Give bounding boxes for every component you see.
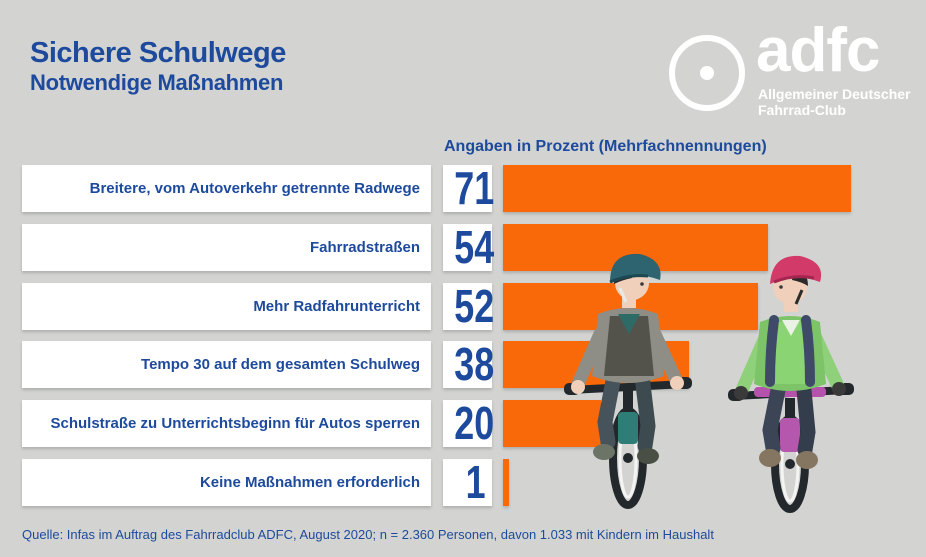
- adfc-logo: adfc Allgemeiner Deutscher Fahrrad-Club: [664, 20, 914, 126]
- page-title: Sichere Schulwege: [30, 37, 286, 69]
- value-box: 20: [443, 397, 495, 450]
- bar: [503, 400, 601, 448]
- value-box: 54: [443, 220, 495, 273]
- left-cyclist: [564, 253, 692, 509]
- value-text: 71: [454, 162, 495, 214]
- measure-label: Mehr Radfahrunterricht: [22, 282, 431, 330]
- logo-tagline-line1: Allgemeiner Deutscher: [758, 86, 911, 102]
- value-box: 71: [443, 162, 495, 214]
- source-note: Quelle: Infas im Auftrag des Fahrradclub…: [22, 527, 714, 542]
- chart-row: Keine Maßnahmen erforderlich 1: [0, 459, 926, 506]
- measure-label: Tempo 30 auf dem gesamten Schulweg: [22, 341, 431, 389]
- value-box: 1: [443, 459, 492, 506]
- value-text: 1: [466, 456, 486, 508]
- chart-row: Fahrradstraßen 54: [0, 220, 926, 273]
- value-text: 54: [454, 220, 495, 273]
- chart-units-label: Angaben in Prozent (Mehrfachnennungen): [444, 138, 767, 155]
- bicycle-wheel-icon: [669, 35, 745, 111]
- right-cyclist: [728, 255, 854, 513]
- value-text: 20: [454, 397, 495, 450]
- value-text: 52: [454, 279, 495, 332]
- children-cycling-illustration: [564, 253, 854, 513]
- measure-label: Breitere, vom Autoverkehr getrennte Radw…: [22, 165, 431, 212]
- title-block: Sichere Schulwege Notwendige Maßnahmen: [30, 36, 286, 96]
- measure-label: Schulstraße zu Unterrichtsbeginn für Aut…: [22, 400, 431, 448]
- value-box: 38: [443, 338, 495, 391]
- logo-tagline-line2: Fahrrad-Club: [758, 102, 846, 118]
- measure-label: Fahrradstraßen: [22, 223, 431, 271]
- page-subtitle: Notwendige Maßnahmen: [30, 70, 284, 95]
- chart-row: Schulstraße zu Unterrichtsbeginn für Aut…: [0, 397, 926, 450]
- measure-label: Keine Maßnahmen erforderlich: [22, 459, 431, 506]
- value-box: 52: [443, 279, 495, 332]
- logo-wordmark: adfc: [756, 16, 880, 85]
- value-text: 38: [454, 338, 495, 391]
- bar: [503, 165, 851, 212]
- bar: [503, 459, 509, 506]
- chart-row: Breitere, vom Autoverkehr getrennte Radw…: [0, 165, 926, 212]
